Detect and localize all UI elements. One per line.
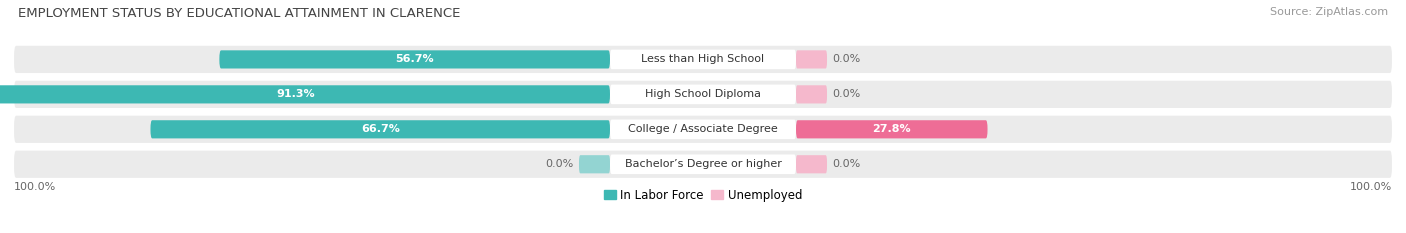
Text: High School Diploma: High School Diploma [645,89,761,99]
FancyBboxPatch shape [219,50,610,69]
FancyBboxPatch shape [14,151,1392,178]
Text: 66.7%: 66.7% [361,124,399,134]
Text: 0.0%: 0.0% [832,159,860,169]
Text: 100.0%: 100.0% [14,182,56,192]
FancyBboxPatch shape [796,120,987,138]
Text: 0.0%: 0.0% [832,55,860,64]
FancyBboxPatch shape [796,85,827,103]
FancyBboxPatch shape [610,154,796,174]
Text: 100.0%: 100.0% [1350,182,1392,192]
Text: 91.3%: 91.3% [276,89,315,99]
Text: 56.7%: 56.7% [395,55,434,64]
FancyBboxPatch shape [14,116,1392,143]
FancyBboxPatch shape [610,50,796,69]
FancyBboxPatch shape [796,50,827,69]
FancyBboxPatch shape [796,155,827,173]
Text: 27.8%: 27.8% [873,124,911,134]
Text: EMPLOYMENT STATUS BY EDUCATIONAL ATTAINMENT IN CLARENCE: EMPLOYMENT STATUS BY EDUCATIONAL ATTAINM… [18,7,461,20]
Text: Bachelor’s Degree or higher: Bachelor’s Degree or higher [624,159,782,169]
FancyBboxPatch shape [610,85,796,104]
Text: Source: ZipAtlas.com: Source: ZipAtlas.com [1270,7,1388,17]
Text: College / Associate Degree: College / Associate Degree [628,124,778,134]
Text: 0.0%: 0.0% [832,89,860,99]
FancyBboxPatch shape [150,120,610,138]
FancyBboxPatch shape [0,85,610,103]
FancyBboxPatch shape [14,81,1392,108]
FancyBboxPatch shape [610,120,796,139]
Text: Less than High School: Less than High School [641,55,765,64]
Text: 0.0%: 0.0% [546,159,574,169]
FancyBboxPatch shape [579,155,610,173]
FancyBboxPatch shape [14,46,1392,73]
Legend: In Labor Force, Unemployed: In Labor Force, Unemployed [599,184,807,207]
